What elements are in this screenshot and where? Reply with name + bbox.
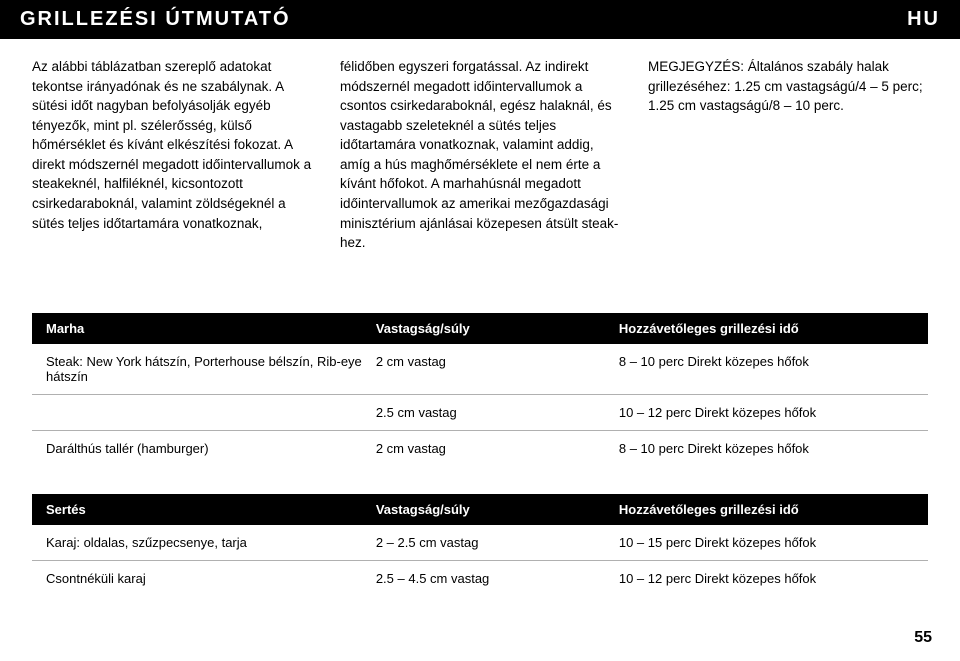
cell-item [46,405,376,420]
table-beef-header: Marha Vastagság/súly Hozzávetőleges gril… [32,313,928,344]
col-header-time: Hozzávetőleges grillezési idő [619,502,914,517]
cell-thickness: 2 cm vastag [376,354,619,384]
cell-time: 10 – 12 perc Direkt közepes hőfok [619,405,914,420]
col-header-time: Hozzávetőleges grillezési idő [619,321,914,336]
cell-thickness: 2.5 – 4.5 cm vastag [376,571,619,586]
table-pork: Sertés Vastagság/súly Hozzávetőleges gri… [32,494,928,596]
intro-section: Az alábbi táblázatban szereplő adatokat … [0,57,960,253]
intro-column-2: félidőben egyszeri forgatással. Az indir… [340,57,620,253]
table-row: 2.5 cm vastag 10 – 12 perc Direkt közepe… [32,395,928,431]
cell-thickness: 2 – 2.5 cm vastag [376,535,619,550]
cell-item: Karaj: oldalas, szűzpecsenye, tarja [46,535,376,550]
table-row: Darálthús tallér (hamburger) 2 cm vastag… [32,431,928,466]
table-pork-header: Sertés Vastagság/súly Hozzávetőleges gri… [32,494,928,525]
table-row: Karaj: oldalas, szűzpecsenye, tarja 2 – … [32,525,928,561]
col-header-item: Marha [46,321,376,336]
cell-item: Steak: New York hátszín, Porterhouse bél… [46,354,376,384]
cell-time: 10 – 15 perc Direkt közepes hőfok [619,535,914,550]
col-header-thickness: Vastagság/súly [376,502,619,517]
cell-item: Csontnéküli karaj [46,571,376,586]
cell-time: 8 – 10 perc Direkt közepes hőfok [619,441,914,456]
page-number: 55 [914,629,932,647]
cell-time: 10 – 12 perc Direkt közepes hőfok [619,571,914,586]
col-header-item: Sertés [46,502,376,517]
cell-time: 8 – 10 perc Direkt közepes hőfok [619,354,914,384]
cell-item: Darálthús tallér (hamburger) [46,441,376,456]
intro-column-3: MEGJEGYZÉS: Általános szabály halak gril… [648,57,928,253]
page-title: GRILLEZÉSI ÚTMUTATÓ [20,8,291,31]
language-code: HU [907,8,940,31]
table-row: Steak: New York hátszín, Porterhouse bél… [32,344,928,395]
cell-thickness: 2.5 cm vastag [376,405,619,420]
table-row: Csontnéküli karaj 2.5 – 4.5 cm vastag 10… [32,561,928,596]
header-bar: GRILLEZÉSI ÚTMUTATÓ HU [0,0,960,39]
table-beef: Marha Vastagság/súly Hozzávetőleges gril… [32,313,928,466]
cell-thickness: 2 cm vastag [376,441,619,456]
intro-column-1: Az alábbi táblázatban szereplő adatokat … [32,57,312,253]
col-header-thickness: Vastagság/súly [376,321,619,336]
